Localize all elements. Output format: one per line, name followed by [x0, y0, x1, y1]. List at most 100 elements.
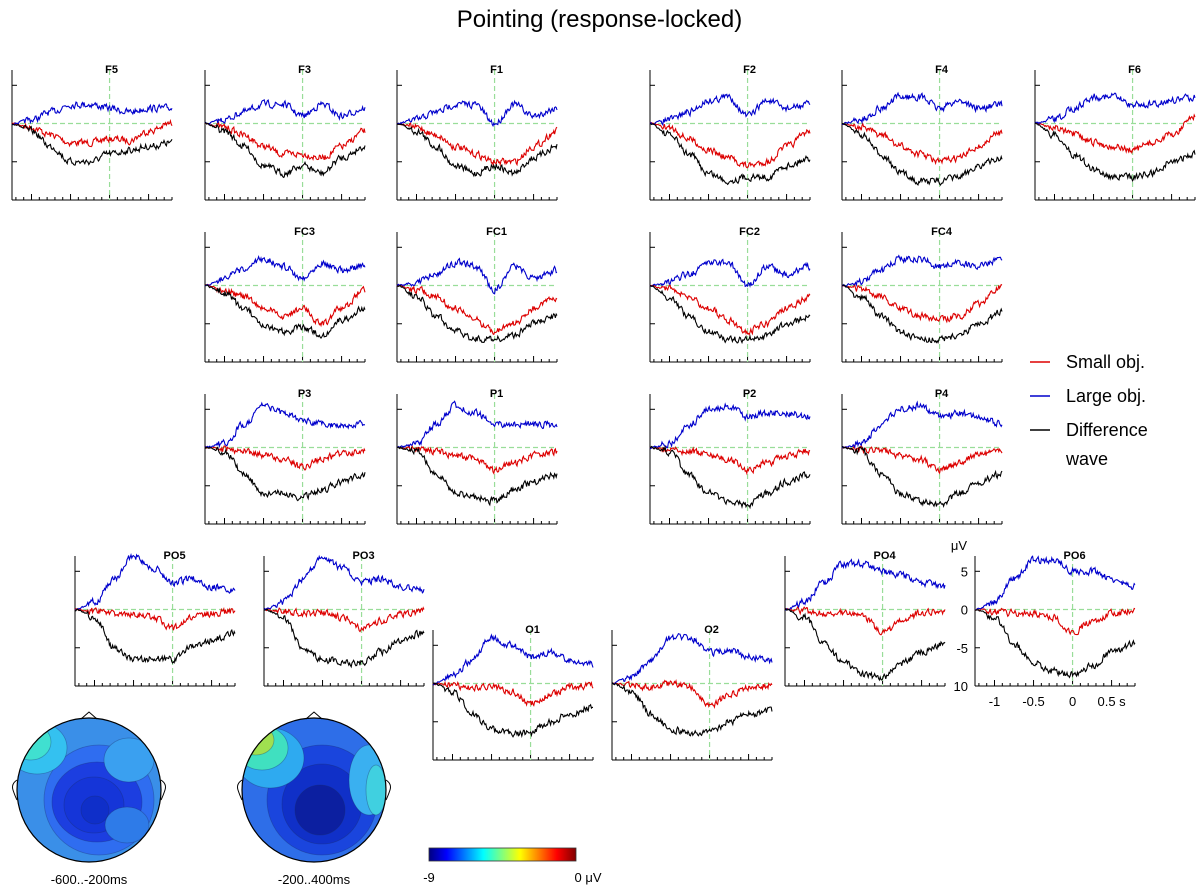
channel-label: P3	[298, 388, 311, 400]
right-ear	[160, 779, 166, 801]
small-series-line	[74, 607, 236, 631]
colorbar-min-label: -9	[423, 870, 435, 885]
erp-panel-p2: P2	[649, 388, 811, 525]
axis-tick-labels: 10 -5 0 5 μV -1 -0.5 0 0.5 s	[951, 538, 1126, 709]
small-series-line	[841, 122, 1003, 166]
topomap-contour	[104, 806, 150, 844]
left-ear	[12, 779, 18, 801]
nose	[80, 711, 98, 720]
large-series-line	[396, 400, 558, 449]
small-series-line	[204, 445, 366, 471]
erp-panel-fc1: FC1	[396, 226, 558, 363]
small-series-line	[649, 446, 811, 476]
legend-label: Large obj.	[1066, 386, 1146, 406]
topomap-contour	[17, 723, 52, 761]
legend: Small obj. Large obj. Difference wave	[1030, 352, 1148, 469]
y-axis-label: μV	[951, 538, 967, 553]
topomaps: -600..-200ms -200..400ms	[12, 711, 391, 887]
small-series-line	[649, 121, 811, 169]
topomap-contour	[80, 795, 110, 825]
head-outline	[241, 717, 387, 863]
y-tick-label: 10	[954, 679, 968, 694]
small-series-line	[396, 444, 558, 475]
large-series-line	[974, 555, 1136, 611]
erp-panel-po3: PO3	[263, 550, 425, 687]
large-series-line	[204, 401, 366, 449]
small-series-line	[205, 121, 366, 162]
channel-label: F6	[1128, 64, 1141, 76]
channel-label: F1	[490, 64, 503, 76]
topomap-contour	[365, 764, 386, 816]
small-series-line	[974, 607, 1136, 636]
topomap-contour	[103, 737, 155, 783]
small-series-line	[1034, 113, 1196, 155]
difference-series-line	[204, 122, 366, 179]
topomap-contour	[242, 723, 258, 737]
colorbar-max-label: 0 μV	[574, 870, 601, 885]
small-series-line	[396, 284, 558, 336]
erp-panel-fc4: FC4	[841, 226, 1003, 363]
y-tick-label: 0	[961, 603, 968, 618]
large-series-line	[784, 558, 946, 611]
difference-series-line	[974, 609, 1136, 679]
x-tick-label: 0	[1069, 694, 1076, 709]
large-series-line	[396, 99, 558, 128]
erp-panel-o2: O2	[611, 624, 773, 761]
topomap-contour	[242, 723, 265, 745]
channel-label: FC1	[486, 226, 507, 238]
channel-label: PO3	[353, 550, 375, 562]
small-series-line	[263, 606, 425, 633]
small-series-line	[432, 680, 594, 707]
y-tick-label: 5	[961, 564, 968, 579]
difference-series-line	[204, 284, 366, 339]
difference-series-line	[204, 446, 366, 502]
channel-label: P1	[490, 388, 503, 400]
y-tick-label: -5	[956, 641, 968, 656]
erp-panel-p4: P4	[841, 388, 1003, 525]
large-series-line	[611, 633, 773, 685]
erp-panel-f5: F5	[11, 64, 173, 201]
difference-series-line	[396, 123, 558, 178]
legend-label: Difference	[1066, 420, 1148, 440]
erp-panel-fc2: FC2	[649, 226, 811, 363]
small-series-line	[204, 283, 366, 328]
difference-series-line	[784, 607, 946, 682]
erp-panel-p1: P1	[396, 388, 558, 525]
topomap-contour	[242, 724, 275, 756]
difference-series-line	[649, 445, 811, 510]
difference-series-line	[1034, 122, 1196, 183]
difference-series-line	[11, 123, 173, 166]
erp-panel-o1: O1	[432, 624, 594, 761]
channel-label: F3	[298, 64, 311, 76]
channel-label: FC4	[931, 226, 953, 238]
channel-label: F4	[935, 64, 949, 76]
topomap-label: -200..400ms	[278, 872, 351, 887]
erp-panel-f6: F6	[1034, 64, 1196, 201]
channel-label: F5	[105, 64, 118, 76]
large-series-line	[841, 254, 1003, 288]
large-series-line	[432, 633, 594, 686]
large-series-line	[263, 554, 425, 611]
channel-label: O1	[525, 624, 540, 636]
topomap-label: -600..-200ms	[51, 872, 128, 887]
x-tick-label: 0.5 s	[1097, 694, 1126, 709]
large-series-line	[74, 552, 236, 611]
topomap: -200..400ms	[237, 711, 391, 887]
channel-label: F2	[743, 64, 756, 76]
colorbar: -9 0 μV	[423, 847, 602, 885]
difference-series-line	[611, 682, 773, 737]
difference-series-line	[841, 284, 1003, 344]
erp-panel-f3: F3	[204, 64, 366, 201]
x-tick-label: -1	[989, 694, 1001, 709]
erp-panel-p3: P3	[204, 388, 366, 525]
difference-series-line	[841, 122, 1003, 186]
topomap: -600..-200ms	[12, 711, 166, 887]
legend-label: wave	[1065, 449, 1108, 469]
large-series-line	[204, 99, 366, 125]
channel-label: P4	[935, 388, 949, 400]
large-series-line	[649, 402, 811, 450]
difference-series-line	[396, 446, 558, 507]
channel-label: FC3	[294, 226, 315, 238]
erp-panel-f2: F2	[649, 64, 811, 201]
